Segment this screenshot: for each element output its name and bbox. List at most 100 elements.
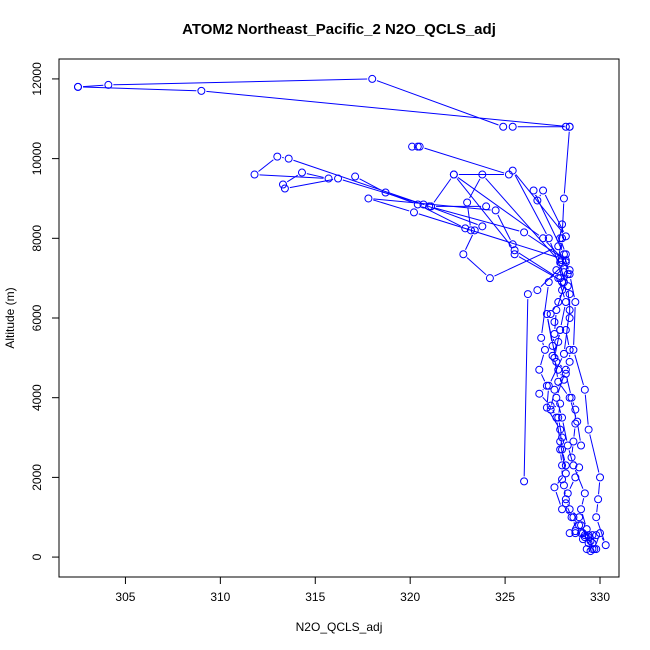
y-tick-label: 4000 bbox=[30, 384, 44, 411]
x-tick-label: 325 bbox=[495, 590, 515, 604]
chart-title: ATOM2 Northeast_Pacific_2 N2O_QCLS_adj bbox=[182, 21, 496, 38]
data-point bbox=[563, 441, 572, 450]
data-point bbox=[552, 306, 561, 315]
data-point bbox=[601, 541, 610, 550]
data-point bbox=[561, 495, 570, 504]
series-segment bbox=[527, 234, 562, 258]
data-point bbox=[535, 389, 544, 398]
series-segment bbox=[573, 307, 576, 345]
y-axis: 0 2000 4000 6000 8000 10000 12000 bbox=[30, 62, 60, 560]
series-segment bbox=[554, 334, 560, 354]
data-point bbox=[548, 341, 557, 350]
data-point bbox=[596, 473, 605, 482]
data-point bbox=[364, 194, 373, 203]
data-point bbox=[584, 539, 593, 548]
data-point bbox=[558, 433, 567, 442]
series-segment bbox=[467, 207, 471, 226]
series-segment bbox=[562, 422, 568, 441]
series-segment bbox=[560, 446, 566, 469]
data-point bbox=[592, 531, 601, 540]
data-point bbox=[427, 202, 436, 211]
data-point bbox=[559, 481, 568, 490]
data-point bbox=[559, 349, 568, 358]
data-point bbox=[582, 545, 591, 554]
data-point bbox=[556, 425, 565, 434]
data-point bbox=[533, 286, 542, 295]
data-point bbox=[563, 489, 572, 498]
series-segment bbox=[557, 476, 564, 484]
series-segment bbox=[554, 405, 557, 408]
series-segment bbox=[560, 373, 562, 376]
x-axis: 305 310 315 320 325 330 bbox=[115, 576, 610, 604]
y-tick-label: 6000 bbox=[30, 304, 44, 331]
x-axis-label: N2O_QCLS_adj bbox=[296, 620, 383, 634]
data-point bbox=[580, 489, 589, 498]
data-point bbox=[565, 306, 574, 315]
y-axis-label: Altitude (m) bbox=[3, 287, 17, 348]
series-segment bbox=[564, 258, 569, 270]
data-point bbox=[565, 505, 574, 514]
series-segment bbox=[542, 342, 544, 346]
data-point bbox=[578, 535, 587, 544]
data-point bbox=[559, 278, 568, 287]
series-segment bbox=[465, 234, 474, 250]
series-segment bbox=[547, 318, 556, 358]
data-point bbox=[580, 531, 589, 540]
data-point bbox=[197, 86, 206, 95]
series-segment bbox=[559, 282, 565, 298]
series-segment bbox=[258, 159, 274, 172]
data-point bbox=[561, 256, 570, 265]
series-segment bbox=[497, 214, 511, 241]
data-point bbox=[558, 475, 567, 484]
data-point bbox=[297, 168, 306, 177]
series-segment bbox=[289, 178, 334, 189]
data-point bbox=[569, 461, 578, 470]
series-segment bbox=[523, 299, 529, 477]
data-point bbox=[590, 545, 599, 554]
data-point bbox=[415, 142, 424, 151]
data-point bbox=[478, 170, 487, 179]
data-point bbox=[508, 122, 517, 131]
series-segment bbox=[359, 178, 382, 191]
series-segment bbox=[569, 481, 574, 490]
series-segment bbox=[568, 450, 573, 461]
data-series bbox=[535, 122, 597, 546]
data-point bbox=[594, 495, 603, 504]
data-point bbox=[554, 377, 563, 386]
series-segment bbox=[567, 507, 571, 513]
data-point bbox=[284, 154, 293, 163]
data-point bbox=[571, 527, 580, 536]
data-point bbox=[544, 278, 553, 287]
series-layer bbox=[73, 74, 610, 556]
data-point bbox=[554, 298, 563, 307]
data-point bbox=[556, 254, 565, 263]
series-segment bbox=[574, 520, 577, 522]
data-point bbox=[569, 513, 578, 522]
series-segment bbox=[595, 537, 599, 545]
series-segment bbox=[560, 434, 563, 445]
data-point bbox=[577, 441, 586, 450]
series-segment bbox=[572, 402, 575, 406]
data-point bbox=[550, 317, 559, 326]
data-point bbox=[540, 345, 549, 354]
series-segment bbox=[564, 314, 570, 349]
series-segment bbox=[570, 402, 577, 417]
series-segment bbox=[561, 203, 565, 234]
data-point bbox=[504, 170, 513, 179]
data-point bbox=[544, 234, 553, 243]
series-segment bbox=[549, 411, 558, 426]
y-tick-label: 2000 bbox=[30, 464, 44, 491]
series-segment bbox=[559, 364, 563, 367]
series-segment bbox=[556, 243, 562, 266]
series-segment bbox=[557, 402, 562, 413]
series-segment bbox=[558, 422, 562, 433]
data-point bbox=[561, 469, 570, 478]
data-point bbox=[569, 437, 578, 446]
data-point bbox=[550, 483, 559, 492]
y-tick-label: 0 bbox=[30, 553, 44, 560]
data-point bbox=[559, 194, 568, 203]
data-series bbox=[427, 170, 586, 450]
series-segment bbox=[514, 174, 547, 235]
series-segment bbox=[577, 426, 581, 441]
